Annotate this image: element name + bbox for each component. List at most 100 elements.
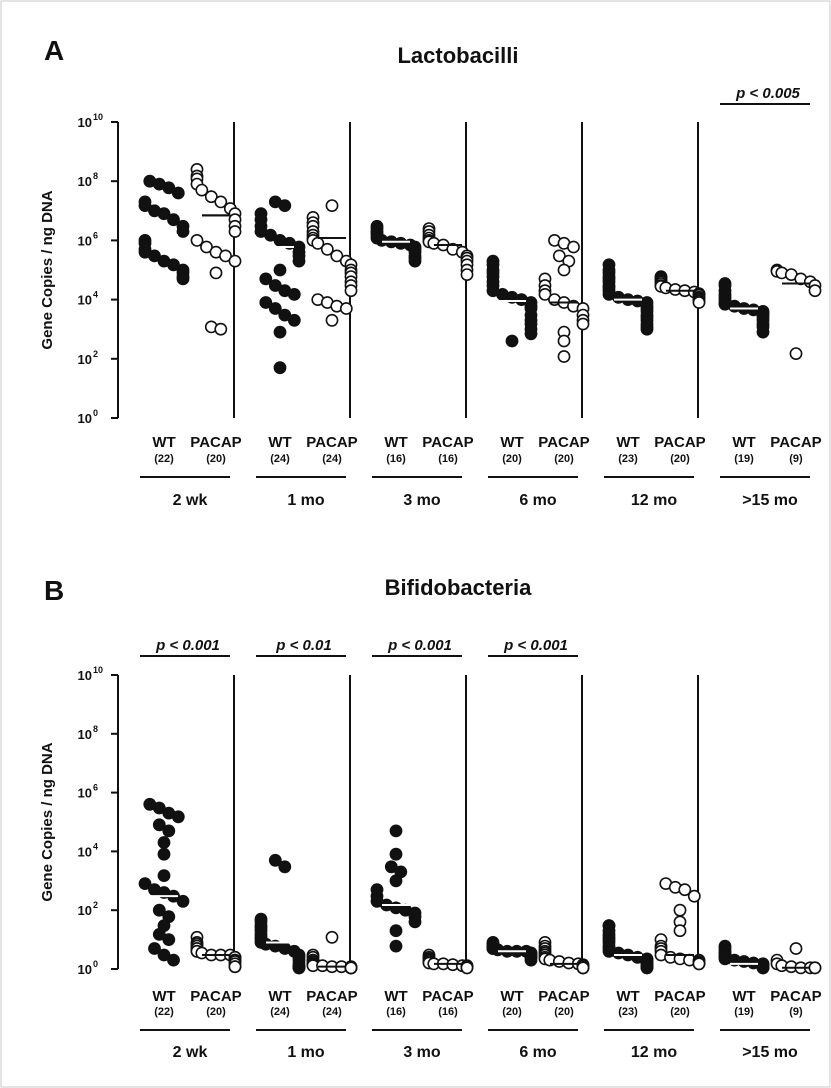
data-point — [278, 860, 292, 874]
sample-size-label: (20) — [206, 453, 226, 465]
age-group-label: 1 mo — [287, 492, 325, 509]
y-tick-base: 10 — [78, 786, 92, 801]
x-tick-label: WT — [152, 434, 175, 451]
y-tick-exponent: 2 — [93, 349, 98, 359]
y-tick-base: 10 — [78, 844, 92, 859]
data-point — [273, 361, 287, 375]
y-tick-label: 10 6 — [78, 783, 98, 801]
data-point — [268, 853, 282, 867]
data-point — [756, 961, 770, 975]
y-tick-label: 10 0 — [78, 959, 98, 977]
data-point — [157, 207, 171, 221]
data-point — [576, 961, 590, 975]
data-point — [384, 860, 398, 874]
y-tick-exponent: 10 — [93, 665, 103, 675]
data-point — [152, 818, 166, 832]
y-tick-base: 10 — [78, 962, 92, 977]
sample-size-label: (19) — [734, 453, 754, 465]
y-tick-base: 10 — [78, 668, 92, 683]
y-tick-base: 10 — [78, 727, 92, 742]
age-group: WT(24)PACAP(24)1 mop < 0.01 — [254, 637, 358, 1061]
data-point — [320, 242, 334, 256]
data-point — [214, 195, 228, 209]
data-point — [325, 930, 339, 944]
series-wt: WT(19) — [718, 939, 770, 1018]
y-tick-label: 10 0 — [78, 408, 98, 426]
sample-size-label: (9) — [789, 1006, 803, 1018]
data-point — [219, 249, 232, 263]
x-tick-label: WT — [732, 988, 755, 1005]
y-tick-base: 10 — [78, 411, 92, 426]
series-pacap: PACAP(20) — [538, 936, 590, 1018]
age-group-label: 2 wk — [173, 1044, 208, 1061]
x-tick-label: WT — [268, 434, 291, 451]
data-point — [209, 266, 223, 280]
data-point — [157, 869, 171, 882]
sample-size-label: (20) — [554, 453, 574, 465]
x-tick-label: PACAP — [770, 988, 821, 1005]
sample-size-label: (24) — [322, 1006, 342, 1018]
significance-label: p < 0.001 — [387, 637, 452, 654]
age-group: WT (16) PACAP (16) 3 mo — [370, 219, 474, 509]
age-group-label: 6 mo — [519, 492, 557, 509]
sample-size-label: (16) — [386, 453, 406, 465]
series-wt: WT (19) — [718, 277, 770, 465]
y-tick-base: 10 — [78, 352, 92, 367]
y-tick-base: 10 — [78, 233, 92, 248]
data-point — [389, 874, 403, 888]
sample-size-label: (24) — [270, 453, 290, 465]
x-tick-label: WT — [500, 434, 523, 451]
x-tick-label: WT — [500, 988, 523, 1005]
data-point — [167, 213, 180, 227]
data-point — [344, 961, 358, 975]
data-point — [167, 258, 180, 272]
series-pacap: PACAP(24) — [306, 930, 358, 1018]
significance-label: p < 0.001 — [503, 637, 568, 654]
age-group: WT (20) PACAP (20) 6 mo — [486, 233, 590, 509]
data-point — [692, 957, 706, 971]
data-point — [195, 183, 209, 197]
y-tick-label: 10 8 — [78, 724, 98, 742]
series-pacap: PACAP (20) — [190, 162, 242, 465]
y-tick-exponent: 6 — [93, 230, 98, 240]
data-point — [148, 249, 161, 263]
chart-title: Bifidobacteria — [385, 575, 532, 600]
data-point — [557, 334, 571, 348]
sample-size-label: (16) — [438, 453, 458, 465]
sample-size-label: (19) — [734, 1006, 754, 1018]
data-point — [152, 928, 166, 941]
y-tick-exponent: 4 — [93, 841, 98, 851]
series-wt: WT(20) — [486, 936, 538, 1018]
y-tick-label: 10 10 — [78, 112, 103, 130]
series-wt: WT(20) — [486, 254, 538, 465]
series-pacap: PACAP(20) — [654, 270, 706, 465]
sample-size-label: (23) — [618, 453, 638, 465]
significance-annotation: p < 0.005 — [720, 85, 810, 105]
data-point — [278, 308, 292, 322]
data-point — [228, 225, 242, 238]
age-group-label: >15 mo — [742, 1044, 798, 1061]
data-point — [167, 953, 180, 967]
data-point — [311, 236, 325, 250]
data-point — [214, 322, 228, 336]
age-group-label: 6 mo — [519, 1044, 557, 1061]
x-tick-label: PACAP — [190, 434, 241, 451]
y-axis-label: Gene Copies / ng DNA — [39, 190, 56, 349]
data-point — [808, 961, 822, 975]
y-tick-exponent: 8 — [93, 171, 98, 181]
y-tick-label: 10 10 — [78, 665, 103, 683]
data-point — [460, 961, 474, 975]
age-group-label: 12 mo — [631, 1044, 677, 1061]
series-pacap: PACAP(20) — [190, 930, 242, 1018]
data-point — [538, 287, 552, 301]
series-wt: WT (23) — [602, 258, 654, 465]
data-point — [808, 284, 822, 298]
y-tick-label: 10 6 — [78, 230, 98, 248]
data-point — [287, 287, 301, 301]
sample-size-label: (20) — [502, 1006, 522, 1018]
data-point — [692, 296, 706, 309]
series-wt: WT (24) — [254, 195, 306, 465]
age-group-label: 2 wk — [173, 492, 208, 509]
x-tick-label: WT — [732, 434, 755, 451]
x-tick-label: WT — [616, 434, 639, 451]
